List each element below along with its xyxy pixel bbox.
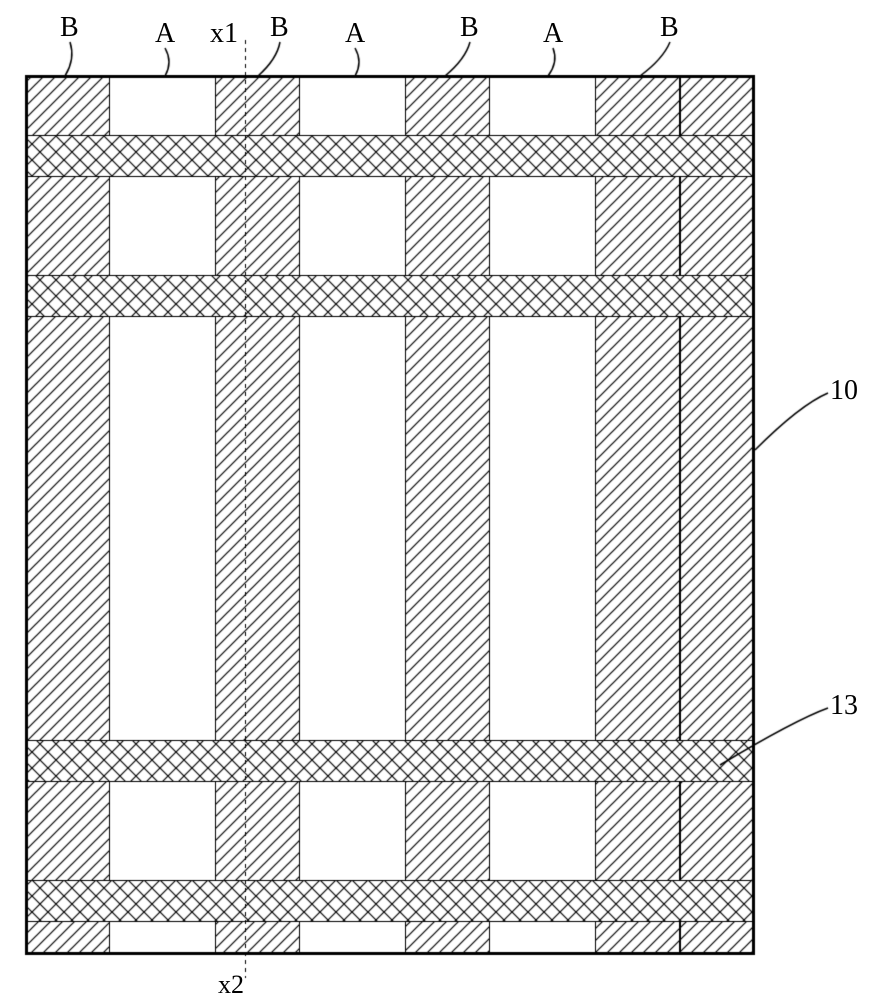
bottom-label-x2: x2 xyxy=(218,970,244,1000)
top-label-6: A xyxy=(543,18,563,50)
top-label-4: A xyxy=(345,18,365,50)
top-label-5: B xyxy=(460,12,479,44)
top-label-1: A xyxy=(155,18,175,50)
schematic-canvas xyxy=(0,0,881,1000)
callout-10: 10 xyxy=(830,375,858,407)
top-label-3: B xyxy=(270,12,289,44)
top-label-7: B xyxy=(660,12,679,44)
top-label-2: x1 xyxy=(210,18,238,50)
callout-13: 13 xyxy=(830,690,858,722)
top-label-0: B xyxy=(60,12,79,44)
